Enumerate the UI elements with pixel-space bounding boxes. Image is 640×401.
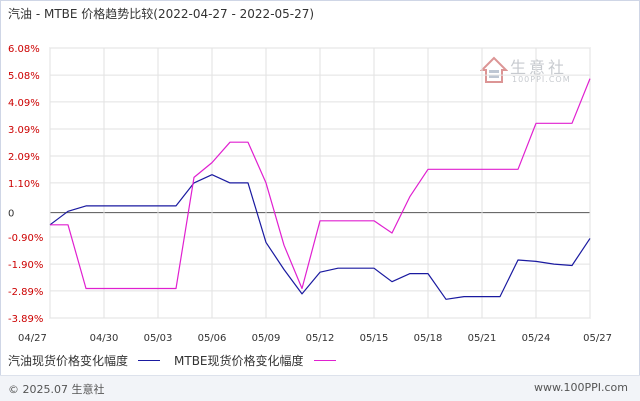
x-axis-ticks: 04/27 04/30 05/03 05/06 05/09 05/12 05/15 05/18… bbox=[18, 333, 612, 344]
house-logo-icon bbox=[480, 56, 508, 83]
legend-swatch-gasoline bbox=[138, 360, 161, 361]
y-axis-ticks: 6.08% 5.08% 4.09% 3.09% 2.09% 1.10% 0 -0.90% -1.… bbox=[8, 44, 43, 325]
chart-title: 汽油 - MTBE 价格趋势比较(2022-04-27 - 2022-05-27… bbox=[8, 7, 315, 21]
x-tick-label: 04/30 bbox=[90, 333, 119, 344]
legend-label-mtbe: MTBE现货价格变化幅度 bbox=[174, 354, 304, 368]
watermark: 生意社 100PPI.COM bbox=[480, 52, 580, 92]
y-tick-label: -1.90% bbox=[8, 260, 43, 271]
x-tick-label: 04/27 bbox=[18, 333, 47, 344]
series-line-gasoline bbox=[49, 174, 591, 300]
line-chart: 6.08% 5.08% 4.09% 3.09% 2.09% 1.10% 0 -0.90% -1.… bbox=[8, 44, 612, 344]
x-tick-label: 05/03 bbox=[144, 333, 173, 344]
y-tick-label: 1.10% bbox=[8, 179, 40, 190]
legend-swatch-mtbe bbox=[313, 360, 336, 361]
y-tick-label: 5.08% bbox=[8, 71, 40, 82]
legend-label-gasoline: 汽油现货价格变化幅度 bbox=[8, 354, 129, 368]
footer-copyright: © 2025.07 生意社 bbox=[8, 383, 105, 396]
series-lines bbox=[49, 78, 591, 300]
footer-site-link[interactable]: www.100PPI.com bbox=[534, 381, 628, 394]
watermark-name: 生意社 bbox=[510, 58, 568, 77]
x-tick-label: 05/18 bbox=[414, 333, 443, 344]
y-tick-label: -2.89% bbox=[8, 287, 43, 298]
x-tick-label: 05/27 bbox=[583, 333, 612, 344]
x-tick-label: 05/12 bbox=[306, 333, 335, 344]
y-tick-label: -3.89% bbox=[8, 314, 43, 325]
footer: © 2025.07 生意社 www.100PPI.com bbox=[0, 375, 640, 401]
y-tick-label: 4.09% bbox=[8, 98, 40, 109]
y-tick-label: 3.09% bbox=[8, 125, 40, 136]
y-tick-label: 6.08% bbox=[8, 44, 40, 55]
x-tick-label: 05/15 bbox=[360, 333, 389, 344]
series-line-mtbe bbox=[50, 78, 591, 290]
grid-lines bbox=[49, 47, 591, 319]
watermark-url: 100PPI.COM bbox=[512, 75, 571, 84]
x-tick-label: 05/09 bbox=[252, 333, 281, 344]
x-tick-label: 05/21 bbox=[468, 333, 497, 344]
legend: 汽油现货价格变化幅度 MTBE现货价格变化幅度 bbox=[8, 352, 350, 368]
x-tick-label: 05/06 bbox=[198, 333, 227, 344]
x-tick-label: 05/24 bbox=[522, 333, 551, 344]
y-tick-label: 0 bbox=[8, 209, 14, 220]
y-tick-label: 2.09% bbox=[8, 152, 40, 163]
y-tick-label: -0.90% bbox=[8, 233, 43, 244]
